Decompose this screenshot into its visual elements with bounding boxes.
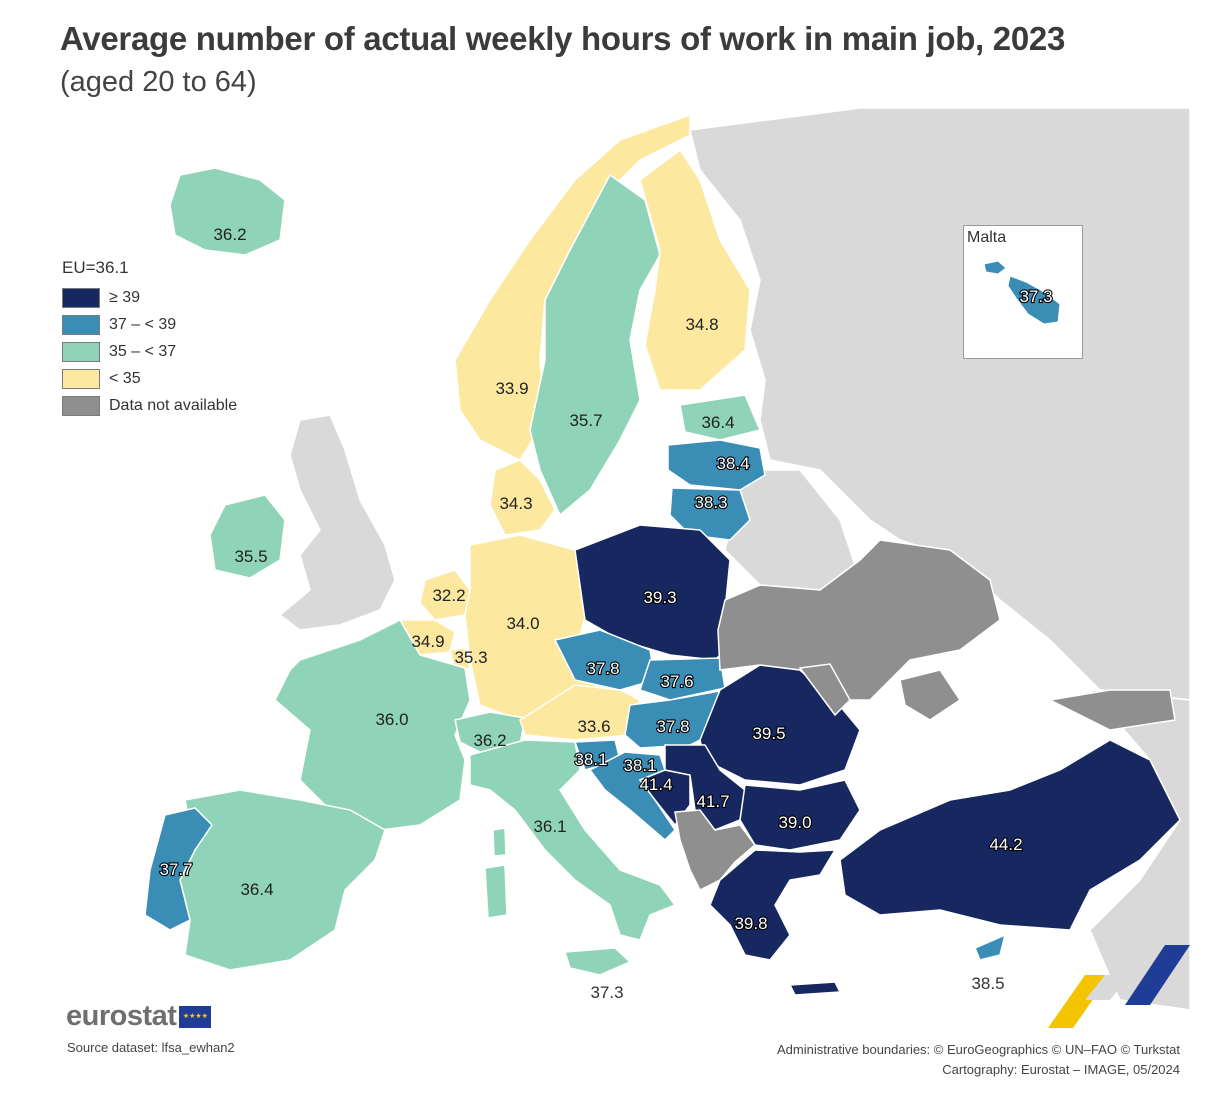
credits: Administrative boundaries: © EuroGeograp… <box>777 1040 1180 1080</box>
label-bosnia: 41.4 <box>639 775 672 794</box>
land-italy <box>469 739 677 941</box>
value-labels: 36.2 33.9 35.7 34.8 36.4 38.4 38.3 34.3 … <box>158 225 1023 1002</box>
label-spain: 36.4 <box>240 880 273 899</box>
malta-inset-label: Malta <box>967 229 1007 246</box>
eurostat-corner-graphic <box>1048 945 1190 1028</box>
legend-item: Data not available <box>62 392 237 419</box>
legend: EU=36.1 ≥ 39 37 – < 39 35 – < 37 < 35 Da… <box>62 258 237 419</box>
land-crimea <box>899 669 962 721</box>
land-greece <box>709 849 837 961</box>
legend-item: < 35 <box>62 365 237 392</box>
label-belgium: 34.9 <box>411 632 444 651</box>
label-germany: 34.0 <box>506 614 539 633</box>
legend-title: EU=36.1 <box>62 258 129 277</box>
land-iceland <box>169 167 286 256</box>
label-slovenia: 38.1 <box>574 750 607 769</box>
label-czechia: 37.8 <box>586 659 619 678</box>
land-ireland <box>209 494 286 579</box>
legend-item: 35 – < 37 <box>62 338 237 365</box>
land-sardinia <box>484 864 508 919</box>
label-luxembourg: 35.3 <box>454 648 487 667</box>
land-gozo <box>983 260 1007 275</box>
legend-swatch <box>62 287 100 308</box>
label-serbia: 41.7 <box>696 792 729 811</box>
legend-swatch <box>62 341 100 362</box>
label-hungary: 37.8 <box>656 717 689 736</box>
label-bulgaria: 39.0 <box>778 813 811 832</box>
land-corsica <box>492 827 507 857</box>
land-france <box>274 619 471 831</box>
label-turkiye: 44.2 <box>989 835 1022 854</box>
label-austria: 33.6 <box>577 717 610 736</box>
label-greece: 39.8 <box>734 914 767 933</box>
map-subtitle: (aged 20 to 64) <box>60 66 257 98</box>
legend-swatch <box>62 314 100 335</box>
malta-inset-map: 37.3 <box>983 260 1061 325</box>
label-latvia: 38.4 <box>716 454 749 473</box>
label-finland: 34.8 <box>685 315 718 334</box>
land-estonia <box>679 394 762 441</box>
land-sicily <box>564 947 632 976</box>
land-denmark <box>489 459 556 536</box>
legend-label: Data not available <box>109 396 238 414</box>
land-portugal <box>144 807 213 931</box>
legend-swatch <box>62 368 100 389</box>
land-serbia <box>664 744 746 831</box>
label-croatia: 38.1 <box>623 756 656 775</box>
eurostat-logo: eurostat ★★★★ <box>66 1000 212 1033</box>
map-title: Average number of actual weekly hours of… <box>60 20 1066 57</box>
land-sweden <box>529 173 661 517</box>
land-uk <box>278 414 396 631</box>
source-note: Source dataset: lfsa_ewhan2 <box>67 1040 235 1055</box>
legend-label: 35 – < 37 <box>109 342 177 360</box>
legend-label: 37 – < 39 <box>109 315 177 333</box>
label-iceland: 36.2 <box>213 225 246 244</box>
label-netherlands: 32.2 <box>432 586 465 605</box>
legend-item: 37 – < 39 <box>62 311 237 338</box>
land-slovakia <box>639 657 726 701</box>
legend-swatch <box>62 395 100 416</box>
land-latvia <box>667 439 766 491</box>
legend-item: ≥ 39 <box>62 284 237 311</box>
label-ireland: 35.5 <box>234 547 267 566</box>
label-estonia: 36.4 <box>701 413 734 432</box>
label-switzerland: 36.2 <box>473 731 506 750</box>
label-romania: 39.5 <box>752 724 785 743</box>
label-sicily-area: 37.3 <box>590 983 623 1002</box>
label-sweden: 35.7 <box>569 411 602 430</box>
label-denmark: 34.3 <box>499 494 532 513</box>
land-crete <box>788 981 842 996</box>
credits-cartography: Cartography: Eurostat – IMAGE, 05/2024 <box>942 1062 1180 1077</box>
credits-boundaries: Administrative boundaries: © EuroGeograp… <box>776 1042 1180 1057</box>
eu-flag-icon: ★★★★ <box>179 1005 212 1028</box>
legend-label: < 35 <box>109 369 141 387</box>
land-ukraine <box>717 539 1001 701</box>
land-georgia <box>1047 689 1176 731</box>
land-lithuania <box>669 487 751 541</box>
land-finland <box>639 148 751 391</box>
label-norway: 33.9 <box>495 379 528 398</box>
label-france: 36.0 <box>375 710 408 729</box>
malta-inset: Malta 37.3 <box>963 225 1083 359</box>
land-cyprus <box>974 933 1007 961</box>
land-turkiye <box>839 739 1181 931</box>
legend-label: ≥ 39 <box>109 288 141 306</box>
label-portugal: 37.7 <box>159 860 192 879</box>
land-bulgaria <box>739 779 861 851</box>
eurostat-logo-text: eurostat <box>66 1000 177 1032</box>
land-moldova <box>798 663 851 717</box>
label-poland: 39.3 <box>643 588 676 607</box>
land-malta <box>1007 275 1061 325</box>
land-western-balkans-na <box>674 809 757 892</box>
label-lithuania: 38.3 <box>694 493 727 512</box>
label-malta: 37.3 <box>1019 287 1052 306</box>
label-slovakia: 37.6 <box>660 672 693 691</box>
label-italy: 36.1 <box>533 817 566 836</box>
label-cyprus: 38.5 <box>971 974 1004 993</box>
